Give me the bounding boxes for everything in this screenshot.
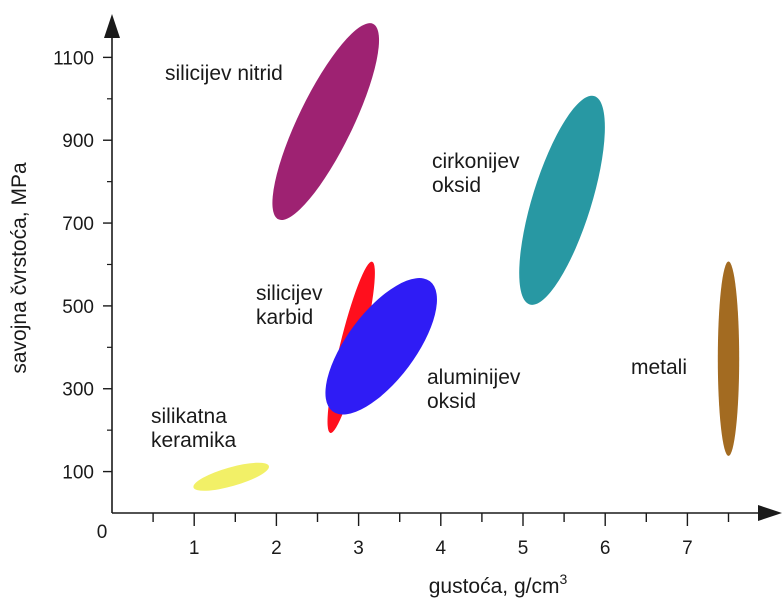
label-line: keramika [151, 429, 237, 452]
y-axis-arrow [104, 14, 120, 38]
label-line: karbid [256, 306, 313, 329]
label-line: aluminijev [427, 366, 521, 389]
origin-label: 0 [97, 522, 108, 543]
label-silicate-ceramics: silikatna keramika [151, 405, 237, 452]
region-zirconia [519, 95, 605, 305]
label-silicon-nitride: silicijev nitrid [165, 62, 283, 85]
y-axis-title: savojna čvrstoća, MPa [8, 162, 31, 374]
region-silicon-nitride [272, 23, 380, 220]
x-axis-arrow [758, 505, 782, 521]
y-tick-label: 700 [62, 214, 94, 235]
label-line: silicijev [256, 282, 323, 305]
label-line: silikatna [151, 405, 227, 428]
x-tick-label: 5 [518, 538, 529, 559]
label-line: cirkonijev [432, 150, 520, 173]
label-silicon-carbide: silicijev karbid [256, 282, 323, 329]
y-tick-label: 500 [62, 297, 94, 318]
label-line: metali [631, 356, 687, 379]
region-metals [717, 261, 740, 456]
x-axis-title-superscript: 3 [559, 571, 567, 587]
x-tick-label: 1 [189, 538, 200, 559]
x-tick-label: 3 [353, 538, 364, 559]
x-tick-label: 7 [682, 538, 693, 559]
x-tick-label: 6 [600, 538, 611, 559]
region-alumina [325, 278, 437, 415]
y-tick-label: 900 [62, 131, 94, 152]
label-line: oksid [432, 174, 481, 197]
region-silicate-ceramics [193, 462, 269, 491]
y-tick-label: 300 [62, 380, 94, 401]
axes-layer [104, 14, 782, 521]
label-line: oksid [427, 390, 476, 413]
x-tick-label: 2 [271, 538, 282, 559]
label-alumina: aluminijev oksid [427, 366, 521, 413]
ticks-layer: 1 2 3 4 5 6 7 100 300 500 700 900 1100 [53, 48, 730, 559]
y-tick-label: 100 [62, 463, 94, 484]
label-line: silicijev nitrid [165, 62, 283, 85]
label-metals: metali [631, 356, 687, 379]
x-axis-title-text: gustoća, g/cm [429, 575, 560, 598]
regions-layer [193, 23, 740, 491]
x-axis-title: gustoća, g/cm3 [429, 571, 568, 598]
y-tick-label: 1100 [53, 48, 94, 69]
x-tick-label: 4 [436, 538, 447, 559]
label-zirconia: cirkonijev oksid [432, 150, 520, 197]
